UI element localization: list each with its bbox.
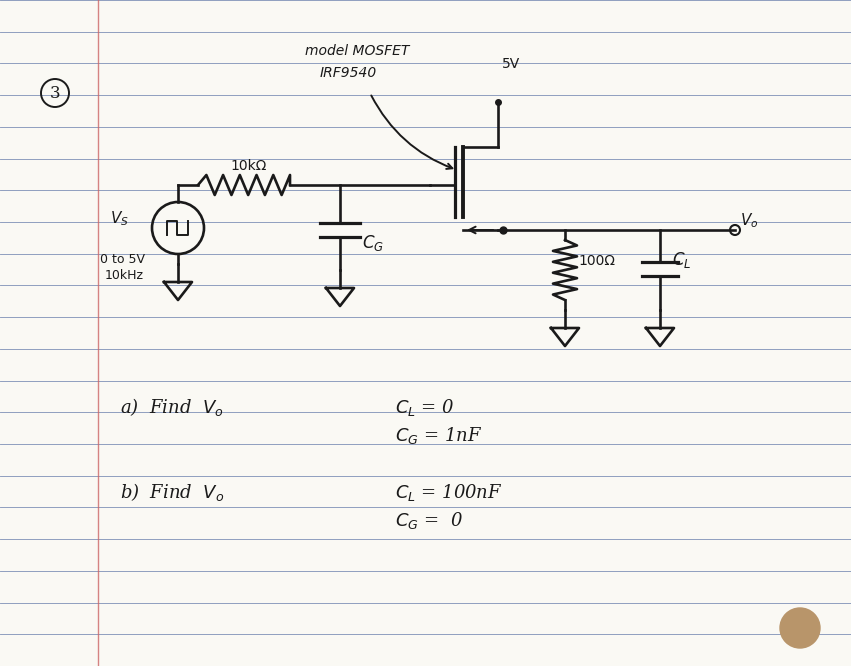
Text: 5V: 5V [502,57,520,71]
Text: a)  Find  $V_o$: a) Find $V_o$ [120,396,224,418]
Text: $C_G$ =  0: $C_G$ = 0 [395,510,463,531]
Text: b)  Find  $V_o$: b) Find $V_o$ [120,481,225,503]
Text: $C_L$ = 100nF: $C_L$ = 100nF [395,482,503,503]
Text: $C_G$: $C_G$ [362,233,384,253]
Text: 0 to 5V: 0 to 5V [100,253,145,266]
Text: 3: 3 [50,85,60,102]
Text: $C_L$: $C_L$ [672,250,691,270]
Text: 10kΩ: 10kΩ [230,159,266,173]
Text: $C_G$ = 1nF: $C_G$ = 1nF [395,425,483,446]
Text: IRF9540: IRF9540 [320,66,377,80]
Text: $V_S$: $V_S$ [110,209,129,228]
Text: $C_L$ = 0: $C_L$ = 0 [395,397,454,418]
Text: $V_o$: $V_o$ [740,211,758,230]
Circle shape [780,608,820,648]
Text: model MOSFET: model MOSFET [305,44,409,58]
Text: 100Ω: 100Ω [578,254,615,268]
Text: 10kHz: 10kHz [105,269,144,282]
